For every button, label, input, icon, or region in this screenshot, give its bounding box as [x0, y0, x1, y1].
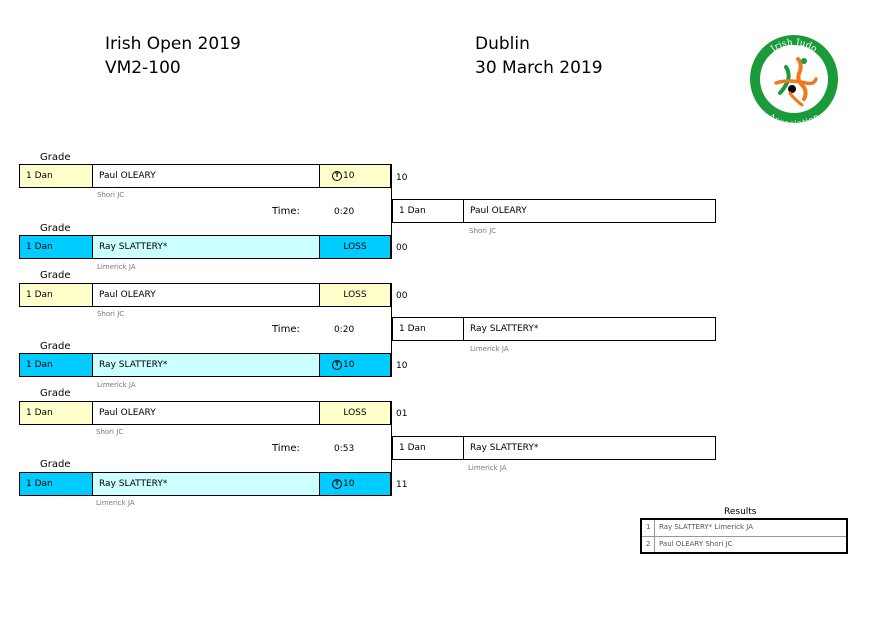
white-competitor-name: Paul OLEARY: [92, 283, 320, 307]
match-time: 0:20: [334, 207, 355, 217]
location-title: Dublin: [475, 34, 530, 54]
bracket-line: [391, 283, 392, 377]
time-label: Time:: [272, 443, 300, 454]
white-result: T 10: [319, 164, 391, 188]
grade-label: Grade: [40, 388, 71, 399]
white-grade: 1 Dan: [19, 283, 93, 307]
blue-score: 11: [396, 480, 408, 490]
grade-label: Grade: [40, 341, 71, 352]
results-row-divider: [642, 536, 846, 537]
ippon-icon: T: [332, 479, 342, 489]
winner-grade: 1 Dan: [392, 436, 464, 460]
white-competitor-name: Paul OLEARY: [92, 164, 320, 188]
white-grade: 1 Dan: [19, 401, 93, 425]
time-label: Time:: [272, 324, 300, 335]
blue-result: T 10: [319, 353, 391, 377]
blue-score: 00: [396, 243, 408, 253]
category-title: VM2-100: [105, 58, 181, 78]
grade-label: Grade: [40, 270, 71, 281]
blue-result: T 10: [319, 472, 391, 496]
blue-club: Limerick JA: [96, 499, 135, 507]
grade-label: Grade: [40, 223, 71, 234]
results-table: 1 Ray SLATTERY* Limerick JA 2 Paul OLEAR…: [640, 518, 848, 554]
white-score: 01: [396, 409, 408, 419]
white-grade: 1 Dan: [19, 164, 93, 188]
winner-club: Limerick JA: [470, 345, 509, 353]
match-time: 0:53: [334, 444, 355, 454]
event-title: Irish Open 2019: [105, 34, 241, 54]
blue-grade: 1 Dan: [19, 353, 93, 377]
results-entry: Ray SLATTERY* Limerick JA: [659, 523, 754, 531]
bracket-line: [391, 164, 392, 259]
grade-label: Grade: [40, 459, 71, 470]
bracket-line: [391, 401, 392, 496]
blue-club: Limerick JA: [97, 263, 136, 271]
blue-competitor-name: Ray SLATTERY*: [92, 235, 320, 259]
winner-name: Ray SLATTERY*: [463, 317, 716, 341]
winner-club: Limerick JA: [468, 464, 507, 472]
white-club: Shori JC: [97, 191, 125, 199]
blue-grade: 1 Dan: [19, 472, 93, 496]
winner-name: Paul OLEARY: [463, 199, 716, 223]
judoka-figure-icon: [774, 57, 818, 107]
blue-competitor-name: Ray SLATTERY*: [92, 353, 320, 377]
results-heading: Results: [724, 507, 757, 517]
blue-grade: 1 Dan: [19, 235, 93, 259]
white-score: 10: [396, 173, 408, 183]
ippon-icon: T: [332, 171, 342, 181]
white-competitor-name: Paul OLEARY: [92, 401, 320, 425]
blue-result: LOSS: [319, 235, 391, 259]
match-time: 0:20: [334, 325, 355, 335]
date-title: 30 March 2019: [475, 58, 603, 78]
white-result: LOSS: [319, 283, 391, 307]
results-rank: 2: [646, 540, 651, 548]
irish-judo-association-logo: Irish Judo Association: [750, 35, 838, 125]
white-score: 00: [396, 291, 408, 301]
time-label: Time:: [272, 206, 300, 217]
white-club: Shori JC: [96, 428, 124, 436]
blue-club: Limerick JA: [97, 381, 136, 389]
white-club: Shori JC: [97, 310, 125, 318]
winner-club: Shori JC: [469, 227, 497, 235]
ippon-icon: T: [332, 360, 342, 370]
blue-competitor-name: Ray SLATTERY*: [92, 472, 320, 496]
blue-score: 10: [396, 361, 408, 371]
results-entry: Paul OLEARY Shori JC: [659, 540, 733, 548]
results-rank: 1: [646, 523, 651, 531]
grade-label: Grade: [40, 152, 71, 163]
winner-name: Ray SLATTERY*: [463, 436, 716, 460]
white-result: LOSS: [319, 401, 391, 425]
winner-grade: 1 Dan: [392, 199, 464, 223]
winner-grade: 1 Dan: [392, 317, 464, 341]
